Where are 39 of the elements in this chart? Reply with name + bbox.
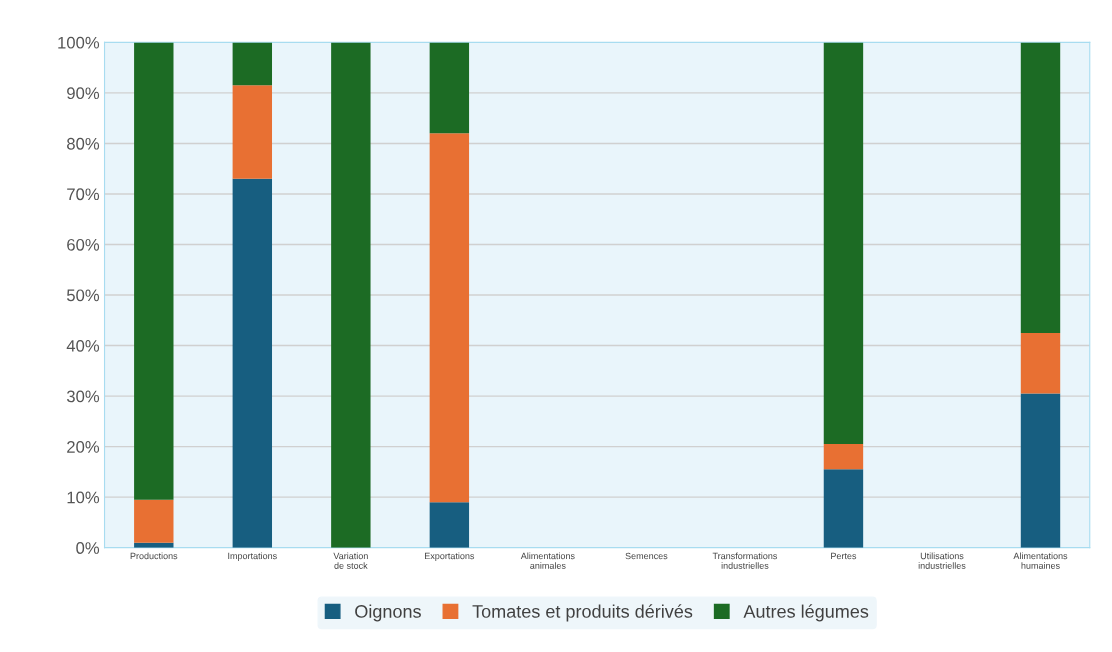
y-tick-label: 50%: [66, 289, 100, 302]
bar: [134, 42, 174, 500]
bar: [1020, 42, 1061, 333]
y-tick-label: 80%: [67, 137, 100, 150]
y-tick-label: 70%: [67, 188, 100, 201]
bar: [1020, 332, 1061, 394]
legend-label: Oignons: [355, 604, 421, 622]
y-tick-label: 30%: [66, 390, 100, 403]
y-tick-label: 40%: [66, 339, 100, 352]
x-tick-label: Pertes: [831, 552, 857, 560]
bar: [823, 444, 864, 470]
bar: [823, 469, 864, 548]
bar: [429, 502, 470, 548]
x-tick-label: Utilisations industrielles: [918, 552, 966, 569]
x-tick-label: Alimentations animales: [520, 552, 575, 569]
y-tick-label: 0%: [76, 542, 100, 554]
y-tick-label: 100%: [58, 36, 100, 49]
bar: [232, 42, 273, 86]
bar: [331, 42, 371, 548]
bar: [1020, 393, 1061, 548]
bar: [232, 178, 273, 548]
bar: [134, 499, 174, 543]
y-tick-label: 90%: [67, 87, 100, 100]
y-tick-label: 60%: [67, 238, 100, 251]
legend-label: Autres légumes: [743, 604, 869, 622]
x-tick-label: Variation de stock: [333, 552, 368, 569]
x-tick-label: Productions: [130, 552, 178, 560]
x-tick-label: Exportations: [425, 552, 475, 561]
x-tick-label: Alimentations humaines: [1013, 552, 1068, 569]
bar: [429, 133, 470, 503]
x-tick-label: Semences: [625, 552, 668, 560]
legend-label: Tomates et produits dérivés: [472, 604, 693, 622]
x-tick-label: Transformations industrielles: [712, 552, 778, 569]
bar: [823, 42, 864, 445]
y-tick-label: 10%: [67, 491, 100, 504]
y-tick-label: 20%: [67, 441, 100, 453]
x-tick-label: Importations: [228, 552, 277, 561]
bar: [429, 42, 470, 134]
bar: [232, 85, 273, 179]
